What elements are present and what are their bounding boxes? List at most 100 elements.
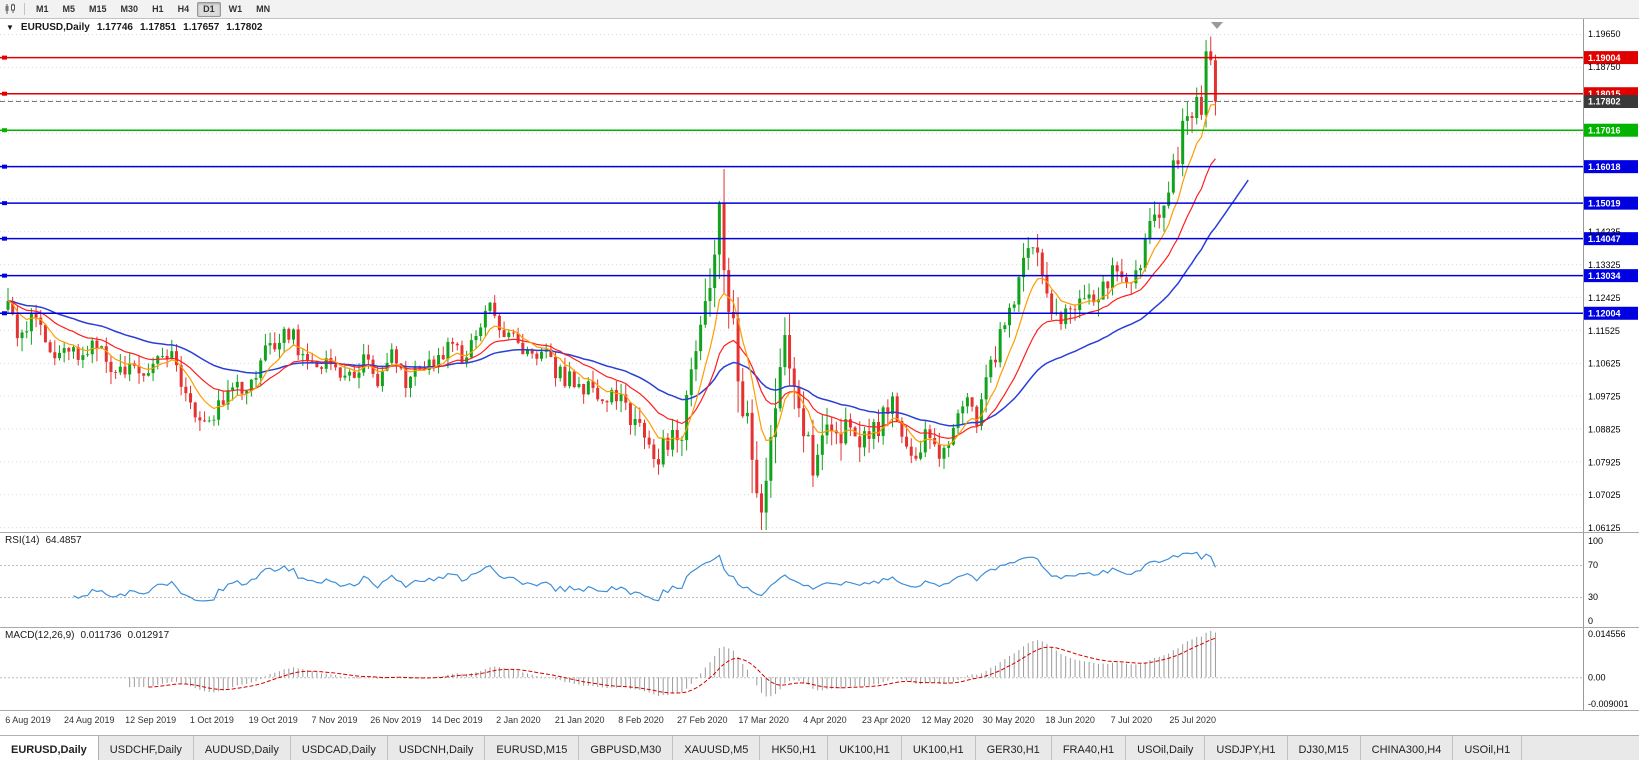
svg-text:1.15019: 1.15019 [1588,198,1621,208]
chart-tab-GBPUSD-M30[interactable]: GBPUSD,M30 [579,736,674,760]
chart-tab-EURUSD-Daily[interactable]: EURUSD,Daily [0,736,99,760]
svg-text:1.19650: 1.19650 [1588,29,1621,39]
svg-text:1.14047: 1.14047 [1588,234,1621,244]
macd-canvas[interactable]: 0.014556 0.00 -0.009001 [0,628,1639,710]
date-label: 24 Aug 2019 [64,715,115,725]
chart-tab-UK100-H1[interactable]: UK100,H1 [828,736,902,760]
macd-indicator-panel[interactable]: 0.014556 0.00 -0.009001 MACD(12,26,9) 0.01… [0,627,1639,710]
svg-text:1.12004: 1.12004 [1588,308,1621,318]
chart-tab-USDJPY-H1[interactable]: USDJPY,H1 [1205,736,1288,760]
chart-tab-FRA40-H1[interactable]: FRA40,H1 [1051,736,1127,760]
price-scale[interactable]: 1.19650 1.18750 1.14235 1.13325 1.12425 1.115… [1588,29,1621,532]
svg-text:1.12425: 1.12425 [1588,293,1621,303]
date-axis[interactable]: 6 Aug 2019 24 Aug 2019 12 Sep 2019 1 Oct 20… [0,710,1639,735]
chart-tab-USOil-Daily[interactable]: USOil,Daily [1126,736,1206,760]
level-badge-1.17016 [1584,123,1638,137]
rsi-scale[interactable]: 100 70 30 0 [1588,536,1603,626]
macd-label: MACD(12,26,9) 0.011736 0.012917 [5,630,169,641]
date-label: 1 Oct 2019 [189,715,234,725]
svg-text:1.13325: 1.13325 [1588,260,1621,270]
level-badge-1.12004 [1584,306,1638,320]
svg-text:1.17016: 1.17016 [1588,125,1621,135]
rsi-indicator-panel[interactable]: 100 70 30 0 RSI(14) 64.4857 [0,532,1639,627]
main-chart-canvas[interactable]: 1.19004 1.18015 1.17016 1.16018 1.15019 1.140… [0,19,1639,532]
svg-text:1.18015: 1.18015 [1588,89,1621,99]
main-chart-panel[interactable]: 1.19004 1.18015 1.17016 1.16018 1.15019 1.140… [0,19,1639,532]
svg-text:1.07925: 1.07925 [1588,457,1621,467]
svg-text:1.14235: 1.14235 [1588,227,1621,237]
date-label: 7 Jul 2020 [1110,715,1153,725]
chart-tab-EURUSD-M15[interactable]: EURUSD,M15 [485,736,580,760]
scroll-position-marker-icon[interactable] [1211,22,1223,29]
svg-text:1.17802: 1.17802 [1588,97,1621,107]
date-label: 23 Apr 2020 [861,715,911,725]
chart-icon[interactable] [3,2,19,16]
chart-tab-UK100-H1[interactable]: UK100,H1 [901,736,976,760]
chart-icon-glyph [5,3,15,14]
rsi-label: RSI(14) 64.4857 [5,535,82,546]
timeframe-toolbar: M1 M5 M15 M30 H1 H4 D1 W1 MN [0,0,1639,19]
macd-name: MACD(12,26,9) [5,630,75,641]
ma-fast-line [7,103,1216,446]
ohlc-low: 1.17657 [183,22,220,33]
macd-scale[interactable]: 0.014556 0.00 -0.009001 [1588,629,1629,709]
svg-text:0: 0 [1588,616,1593,626]
timeframe-button-M15[interactable]: M15 [89,3,107,14]
svg-text:1.19004: 1.19004 [1588,53,1621,63]
svg-text:1.10625: 1.10625 [1588,359,1621,369]
chart-tab-XAUUSD-M5[interactable]: XAUUSD,M5 [673,736,761,760]
chart-tab-USDCNH-Daily[interactable]: USDCNH,Daily [387,736,486,760]
svg-text:1.09725: 1.09725 [1588,392,1621,402]
date-label: 21 Jan 2020 [554,715,605,725]
svg-text:0.00: 0.00 [1588,672,1606,682]
level-badge-1.19004 [1584,51,1638,65]
symbol-timeframe-label: EURUSD,Daily [20,22,90,33]
chart-tab-USOil-H1[interactable]: USOil,H1 [1453,736,1523,760]
timeframe-button-MN[interactable]: MN [256,3,271,14]
level-badge-1.14047 [1584,232,1638,246]
timeframe-button-D1[interactable]: D1 [197,1,221,17]
price-gridlines [0,34,1583,529]
level-badge-1.16018 [1584,160,1638,174]
svg-text:100: 100 [1588,536,1603,546]
date-label: 12 Sep 2019 [125,715,177,725]
svg-text:30: 30 [1588,592,1598,602]
date-label: 7 Nov 2019 [311,715,358,725]
chart-tab-GER30-H1[interactable]: GER30,H1 [975,736,1052,760]
macd-signal-line [148,637,1216,694]
timeframe-button-H4[interactable]: H4 [177,3,190,14]
chart-ohlc-label: ▼ EURUSD,Daily 1.17746 1.17851 1.17657 1… [6,22,262,33]
horizontal-level-lines[interactable]: 1.19004 1.18015 1.17016 1.16018 1.15019 1.140… [0,51,1638,320]
timeframe-button-W1[interactable]: W1 [228,3,243,14]
macd-value-main: 0.011736 [80,630,122,641]
chart-tab-CHINA300-H4[interactable]: CHINA300,H4 [1360,736,1454,760]
macd-histogram [129,630,1216,697]
chart-tab-AUDUSD-Daily[interactable]: AUDUSD,Daily [193,736,291,760]
chart-tab-HK50-H1[interactable]: HK50,H1 [760,736,829,760]
svg-text:1.08825: 1.08825 [1588,424,1621,434]
timeframe-buttons: M1 M5 M15 M30 H1 H4 D1 W1 MN [30,1,276,17]
svg-text:-0.009001: -0.009001 [1588,699,1629,709]
svg-text:1.06125: 1.06125 [1588,523,1621,532]
ma-slow-line [7,179,1249,427]
current-price-badge [1584,94,1638,108]
timeframe-button-M5[interactable]: M5 [62,3,76,14]
timeframe-button-H1[interactable]: H1 [152,3,164,14]
date-label: 17 Mar 2020 [738,715,789,725]
toolbar-separator [24,3,25,15]
date-label: 26 Nov 2019 [370,715,422,725]
rsi-canvas[interactable]: 100 70 30 0 [0,533,1639,627]
date-label: 14 Dec 2019 [431,715,483,725]
timeframe-button-M1[interactable]: M1 [36,3,49,14]
chart-tab-DJ30-M15[interactable]: DJ30,M15 [1287,736,1361,760]
collapse-arrow-icon[interactable]: ▼ [6,23,14,32]
chart-tab-USDCAD-Daily[interactable]: USDCAD,Daily [290,736,388,760]
svg-text:1.11525: 1.11525 [1588,326,1620,336]
date-label: 25 Jul 2020 [1169,715,1216,725]
chart-tab-USDCHF-Daily[interactable]: USDCHF,Daily [98,736,194,760]
rsi-name: RSI(14) [5,535,40,546]
ohlc-open: 1.17746 [96,22,133,33]
svg-text:1.13034: 1.13034 [1588,271,1621,281]
timeframe-button-M30[interactable]: M30 [120,3,139,14]
date-label: 2 Jan 2020 [496,715,541,725]
